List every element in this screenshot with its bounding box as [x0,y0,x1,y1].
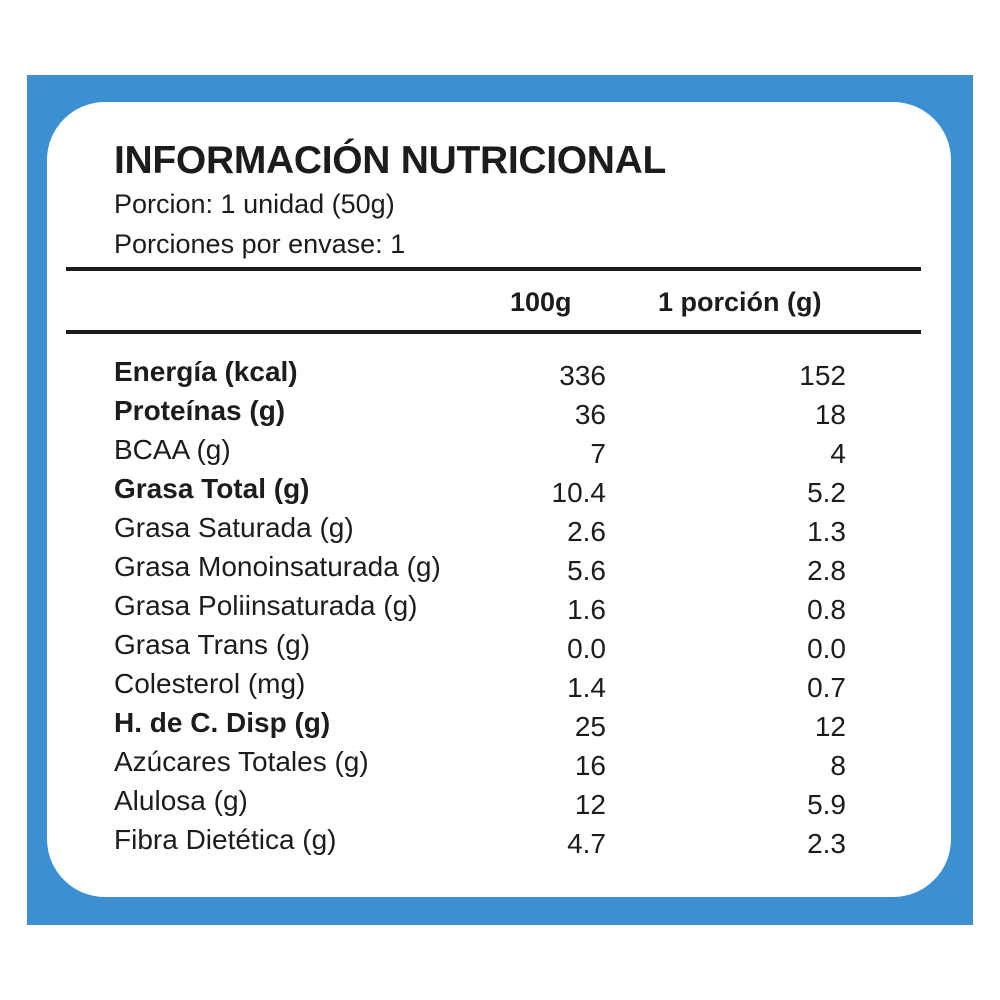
divider-top [66,267,921,271]
nutrient-name: Energía (kcal) [114,356,298,387]
value-per-serving: 152 [799,360,846,391]
nutrient-name: Alulosa (g) [114,785,248,816]
nutrient-name: Grasa Total (g) [114,473,310,504]
value-per-100g: 25 [574,711,606,742]
column-header-100g: 100g [510,287,572,317]
table-row: Grasa Trans (g) 0.0 0.0 [0,628,1000,667]
value-per-serving: 0.8 [807,594,846,625]
table-row: Grasa Poliinsaturada (g) 1.6 0.8 [0,589,1000,628]
nutrient-name: H. de C. Disp (g) [114,707,331,738]
table-row: Grasa Monoinsaturada (g) 5.6 2.8 [0,550,1000,589]
value-per-serving: 12 [814,711,846,742]
nutrient-name: Grasa Monoinsaturada (g) [114,551,441,582]
value-per-100g: 336 [559,360,606,391]
value-per-serving: 4 [830,438,846,469]
nutrient-name: Grasa Saturada (g) [114,512,354,543]
value-per-100g: 2.6 [567,516,606,547]
column-header-serving: 1 porción (g) [658,287,822,317]
value-per-100g: 5.6 [567,555,606,586]
table-row: Alulosa (g) 12 5.9 [0,784,1000,823]
value-per-100g: 4.7 [567,828,606,859]
table-row: Azúcares Totales (g) 16 8 [0,745,1000,784]
value-per-100g: 7 [590,438,606,469]
value-per-100g: 1.4 [567,672,606,703]
nutrient-name: Azúcares Totales (g) [114,746,369,777]
table-row: Proteínas (g) 36 18 [0,394,1000,433]
value-per-100g: 10.4 [551,477,607,508]
nutrient-name: Grasa Trans (g) [114,629,311,660]
label-panel [47,102,951,897]
table-row: BCAA (g) 7 4 [0,433,1000,472]
value-per-100g: 36 [574,399,606,430]
table-row: Energía (kcal) 336 152 [0,355,1000,394]
nutrient-name: Proteínas (g) [114,395,286,426]
value-per-100g: 16 [574,750,606,781]
serving-size: Porcion: 1 unidad (50g) [114,189,395,219]
table-row: Colesterol (mg) 1.4 0.7 [0,667,1000,706]
nutrient-name: Fibra Dietética (g) [114,824,337,855]
label-title: INFORMACIÓN NUTRICIONAL [114,139,667,182]
nutrient-name: BCAA (g) [114,434,231,465]
nutrient-name: Colesterol (mg) [114,668,306,699]
value-per-serving: 0.0 [807,633,846,664]
nutrient-name: Grasa Poliinsaturada (g) [114,590,418,621]
value-per-serving: 0.7 [807,672,846,703]
value-per-serving: 1.3 [807,516,846,547]
value-per-serving: 5.2 [807,477,846,508]
servings-per-container: Porciones por envase: 1 [114,229,406,259]
value-per-serving: 2.3 [807,828,846,859]
value-per-serving: 5.9 [807,789,846,820]
value-per-serving: 18 [814,399,846,430]
table-row: Grasa Saturada (g) 2.6 1.3 [0,511,1000,550]
table-row: Fibra Dietética (g) 4.7 2.3 [0,823,1000,862]
value-per-100g: 0.0 [567,633,606,664]
value-per-serving: 8 [830,750,846,781]
value-per-serving: 2.8 [807,555,846,586]
value-per-100g: 1.6 [567,594,606,625]
value-per-100g: 12 [574,789,606,820]
table-row: H. de C. Disp (g) 25 12 [0,706,1000,745]
divider-bottom [66,330,921,334]
table-row: Grasa Total (g) 10.4 5.2 [0,472,1000,511]
